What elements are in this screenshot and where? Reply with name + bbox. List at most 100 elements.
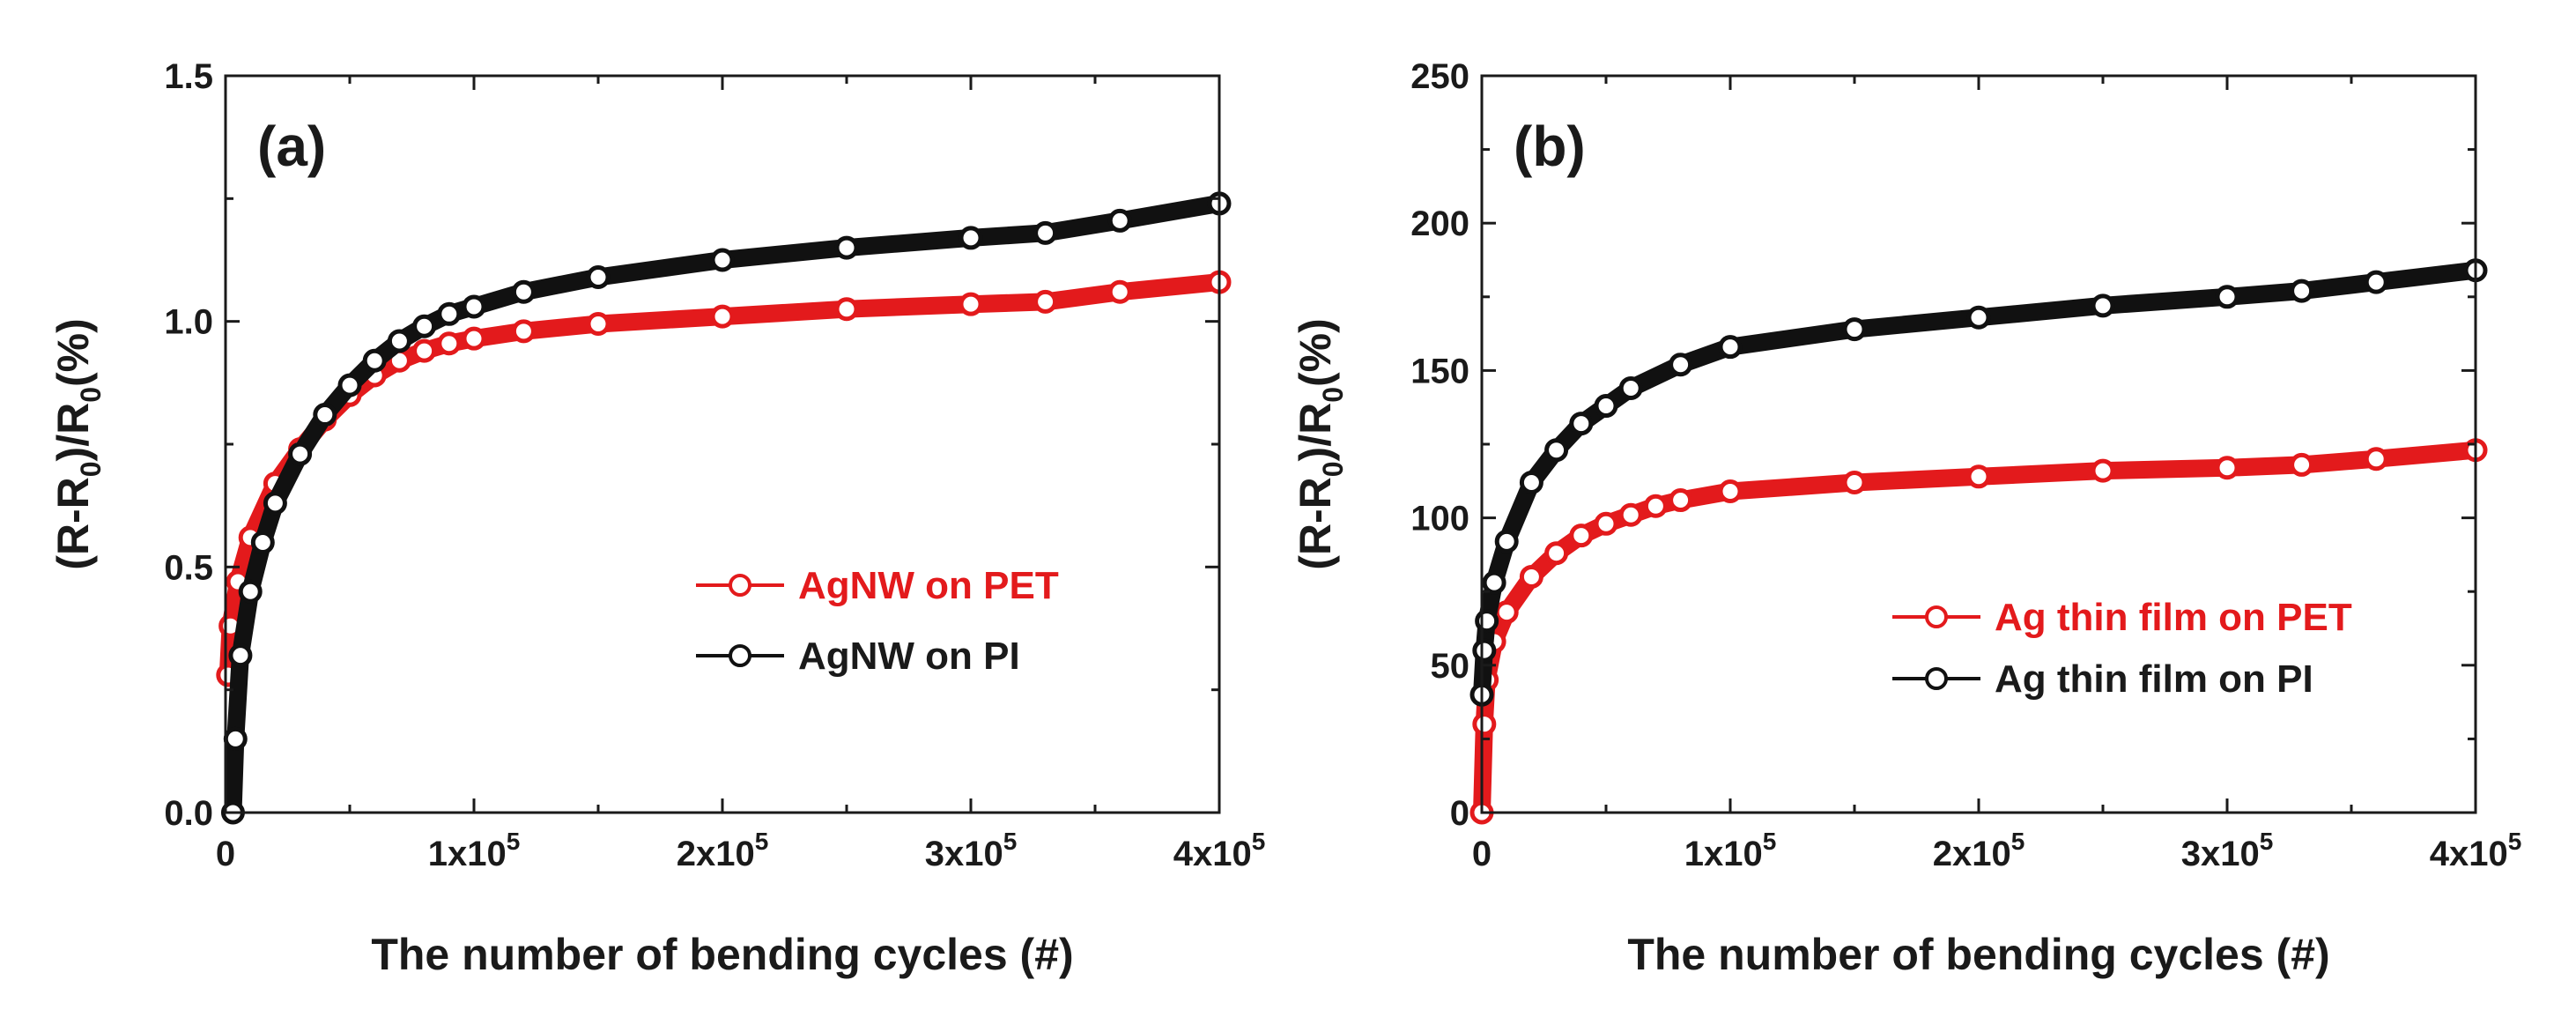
- y-tick-label: 250: [1410, 57, 1469, 96]
- legend-label: AgNW on PET: [798, 564, 1059, 607]
- y-axis-title-sub: 0: [75, 387, 107, 403]
- data-point: [1544, 541, 1569, 566]
- data-point: [586, 311, 611, 336]
- y-tick-label: 0: [1450, 794, 1469, 833]
- legend-marker: [1925, 667, 1948, 690]
- data-point: [1669, 488, 1693, 513]
- data-point: [2364, 270, 2388, 294]
- data-point: [1718, 479, 1743, 504]
- data-point: [834, 297, 859, 322]
- y-tick-label: 100: [1410, 500, 1469, 538]
- x-tick-label: 2x105: [1933, 828, 2025, 873]
- legend-marker: [729, 574, 751, 597]
- x-tick-label: 0: [1472, 835, 1492, 873]
- y-tick-label: 50: [1431, 647, 1470, 686]
- data-point: [1618, 375, 1643, 400]
- y-axis-title: (R-R0)/R0(%): [48, 318, 107, 570]
- y-axis-title-sub: 0: [1317, 461, 1349, 477]
- data-point: [959, 292, 983, 316]
- data-point: [1107, 279, 1132, 304]
- data-point: [337, 373, 362, 397]
- data-point: [1594, 511, 1618, 536]
- data-point: [1966, 464, 1991, 489]
- legend-label: Ag thin film on PI: [1995, 657, 2313, 701]
- x-tick-label: 0: [216, 835, 235, 873]
- panel-label: (b): [1514, 115, 1586, 178]
- legend: Ag thin film on PET Ag thin film on PI: [1892, 596, 2352, 701]
- data-point: [1482, 570, 1506, 595]
- y-tick-label: 1.5: [164, 57, 213, 96]
- data-point: [710, 248, 735, 272]
- data-point: [1494, 529, 1519, 553]
- x-tick-label: 3x105: [2181, 828, 2274, 873]
- data-point: [2290, 278, 2314, 303]
- y-axis-title-part: (%): [1291, 318, 1340, 387]
- y-axis-title: (R-R0)/R0(%): [1291, 318, 1349, 570]
- data-point: [1842, 470, 1867, 494]
- data-point: [1494, 600, 1519, 625]
- data-point: [1033, 220, 1058, 245]
- data-point: [2215, 456, 2239, 480]
- data-point: [2091, 293, 2115, 318]
- y-tick-label: 1.0: [164, 303, 213, 342]
- data-point: [1718, 335, 1743, 360]
- x-axis-title: The number of bending cycles (#): [371, 930, 1073, 979]
- data-point: [1643, 494, 1668, 518]
- data-point: [462, 326, 486, 351]
- x-tick-label: 4x105: [2430, 828, 2522, 873]
- legend-marker: [1925, 605, 1948, 628]
- y-axis-title-part: )/R: [1291, 403, 1340, 462]
- data-point: [2364, 447, 2388, 472]
- plot-frame: [1480, 74, 2477, 814]
- y-axis-title-part: )/R: [48, 403, 98, 462]
- y-tick-label: 0.5: [164, 548, 213, 587]
- y-tick-label: 150: [1410, 352, 1469, 390]
- y-axis-title-part: (R-R: [48, 477, 98, 570]
- chart-panel-a: 0.0 0.5 1.0 1.5 0 1x105 2x105 3x105 4x105 (a) Th…: [48, 57, 1265, 979]
- tick-layer: 0 50 100 150 200 250 0 1x105 2x105 3x105 4x105: [1410, 57, 2521, 873]
- legend-label: AgNW on PI: [798, 635, 1020, 678]
- series-line-black: [224, 194, 1228, 821]
- data-point: [288, 442, 313, 466]
- data-point: [511, 319, 536, 344]
- panel-label: (a): [257, 115, 326, 178]
- data-point: [1544, 438, 1569, 463]
- data-point: [412, 338, 437, 363]
- series-layer: [216, 191, 1232, 825]
- y-tick-label: 0.0: [164, 794, 213, 833]
- plot-frame: [224, 74, 1221, 814]
- data-point: [263, 491, 287, 516]
- data-point: [511, 279, 536, 304]
- data-point: [387, 329, 411, 353]
- x-axis-title: The number of bending cycles (#): [1627, 930, 2329, 979]
- data-point: [462, 294, 486, 319]
- data-point: [959, 226, 983, 250]
- data-point: [1033, 289, 1058, 314]
- data-point: [1475, 609, 1499, 634]
- y-axis-title-sub: 0: [1317, 387, 1349, 403]
- series-line-red: [218, 273, 1228, 684]
- legend-marker: [729, 644, 751, 667]
- tick-layer: 0.0 0.5 1.0 1.5 0 1x105 2x105 3x105 4x105: [164, 57, 1265, 873]
- legend-label: Ag thin film on PET: [1995, 596, 2352, 639]
- data-point: [313, 403, 337, 427]
- data-point: [834, 235, 859, 260]
- data-point: [1519, 470, 1543, 494]
- data-point: [437, 331, 462, 356]
- data-point: [1669, 353, 1693, 377]
- x-tick-label: 4x105: [1173, 828, 1266, 873]
- data-point: [1618, 502, 1643, 527]
- y-axis-title-part: (%): [48, 318, 98, 387]
- data-point: [1842, 317, 1867, 342]
- data-point: [223, 726, 248, 751]
- y-tick-label: 200: [1410, 204, 1469, 243]
- data-point: [1569, 524, 1594, 548]
- data-point: [1107, 208, 1132, 233]
- data-point: [2215, 285, 2239, 309]
- data-point: [2290, 452, 2314, 477]
- x-tick-label: 3x105: [925, 828, 1018, 873]
- data-point: [1966, 305, 1991, 330]
- data-point: [1472, 712, 1497, 737]
- data-point: [437, 301, 462, 326]
